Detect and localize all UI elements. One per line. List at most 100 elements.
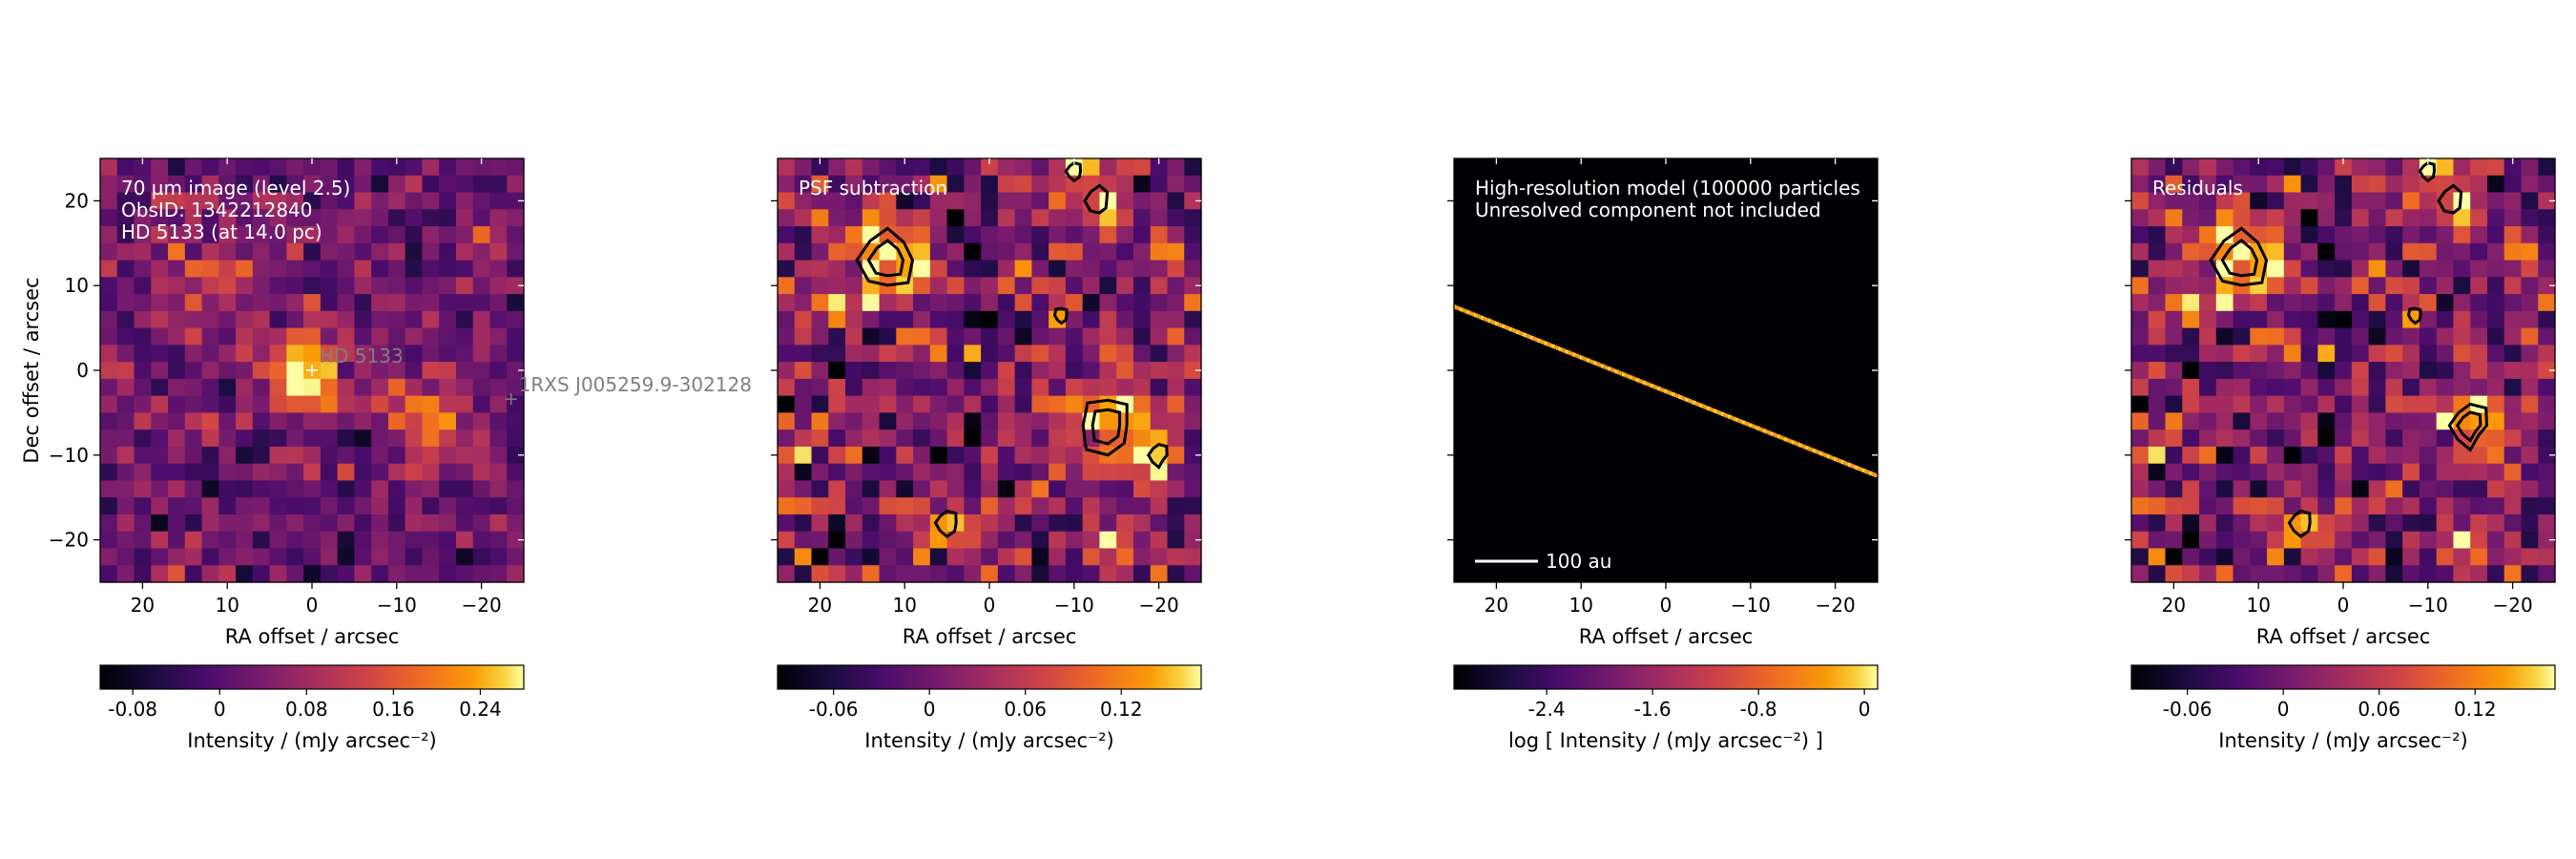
image-pixel [507, 548, 525, 566]
image-pixel [489, 548, 508, 566]
image-pixel [2368, 242, 2386, 262]
image-pixel [320, 378, 339, 397]
image-pixel [828, 345, 846, 363]
x-tick-label: 0 [1660, 594, 1672, 617]
image-pixel [455, 175, 474, 194]
image-pixel [2283, 310, 2302, 329]
image-pixel [2300, 378, 2318, 397]
image-pixel [218, 412, 237, 430]
image-pixel [507, 345, 525, 363]
image-pixel [2470, 175, 2488, 194]
image-pixel [1132, 277, 1152, 295]
image-pixel [286, 277, 304, 295]
image-pixel [794, 209, 813, 227]
image-pixel [303, 480, 322, 498]
image-pixel [269, 531, 287, 550]
colorbar-tick-label: -2.4 [1528, 698, 1566, 721]
image-pixel [134, 412, 152, 430]
image-pixel [1150, 412, 1169, 430]
image-pixel [1184, 277, 1202, 295]
image-pixel [371, 430, 389, 448]
image-pixel [2233, 327, 2251, 346]
image-pixel [2300, 277, 2318, 295]
image-pixel [879, 362, 897, 380]
image-pixel [778, 548, 796, 566]
image-pixel [1132, 565, 1152, 583]
image-pixel [236, 395, 254, 413]
image-pixel [913, 412, 931, 430]
image-pixel [1099, 209, 1117, 227]
image-pixel [929, 345, 948, 363]
image-pixel [2538, 209, 2556, 227]
image-pixel [2436, 480, 2455, 498]
image-pixel [794, 362, 813, 380]
disk-pixel [1850, 464, 1855, 469]
image-pixel [1132, 327, 1152, 346]
image-pixel [2165, 565, 2183, 583]
disk-pixel [1565, 349, 1569, 354]
image-pixel [218, 548, 237, 566]
disk-pixel [1534, 337, 1539, 342]
image-pixel [439, 548, 457, 566]
image-pixel [269, 480, 287, 498]
image-pixel [2503, 362, 2523, 380]
image-pixel [387, 294, 406, 312]
image-pixel [2267, 209, 2285, 227]
image-pixel [100, 412, 118, 430]
image-pixel [2131, 226, 2150, 244]
image-pixel [168, 513, 186, 533]
image-pixel [896, 362, 914, 380]
image-pixel [2131, 209, 2150, 227]
image-pixel [1049, 565, 1067, 583]
image-pixel [845, 192, 863, 210]
disk-pixel [1859, 468, 1864, 472]
disk-pixel [1523, 333, 1527, 337]
image-pixel [236, 158, 254, 177]
image-pixel [1150, 565, 1169, 583]
image-pixel [1082, 327, 1101, 346]
disk-pixel [1654, 386, 1659, 390]
x-tick-label: −20 [2492, 594, 2532, 617]
image-pixel [1150, 548, 1169, 566]
image-pixel [1116, 497, 1134, 515]
image-pixel [2368, 565, 2386, 583]
image-pixel [455, 310, 474, 329]
disk-pixel [1612, 368, 1617, 373]
image-pixel [913, 513, 931, 533]
image-pixel [778, 412, 796, 430]
image-pixel [2503, 497, 2523, 515]
image-pixel [455, 277, 474, 295]
image-pixel [997, 548, 1016, 566]
image-pixel [507, 294, 525, 312]
image-pixel [964, 480, 982, 498]
image-pixel [981, 463, 999, 482]
image-pixel [455, 497, 474, 515]
image-pixel [2317, 226, 2336, 244]
disk-pixel [1568, 350, 1572, 355]
image-pixel [236, 226, 254, 244]
image-pixel [1116, 260, 1134, 278]
image-pixel [2215, 430, 2234, 448]
image-pixel [371, 158, 389, 177]
image-pixel [405, 175, 424, 194]
image-pixel [879, 260, 897, 278]
image-pixel [2267, 497, 2285, 515]
image-pixel [151, 192, 169, 210]
image-pixel [320, 310, 339, 329]
image-pixel [2148, 513, 2167, 533]
image-pixel [168, 412, 186, 430]
image-pixel [2317, 463, 2336, 482]
image-pixel [946, 277, 965, 295]
image-pixel [116, 260, 135, 278]
image-pixel [151, 209, 169, 227]
image-pixel [1031, 378, 1049, 397]
image-pixel [303, 327, 322, 346]
image-pixel [371, 175, 389, 194]
x-tick-label: 20 [131, 594, 155, 617]
image-pixel [913, 497, 931, 515]
contour-inner [1091, 408, 1122, 446]
image-pixel [422, 395, 440, 413]
image-pixel [794, 327, 813, 346]
image-pixel [387, 430, 406, 448]
